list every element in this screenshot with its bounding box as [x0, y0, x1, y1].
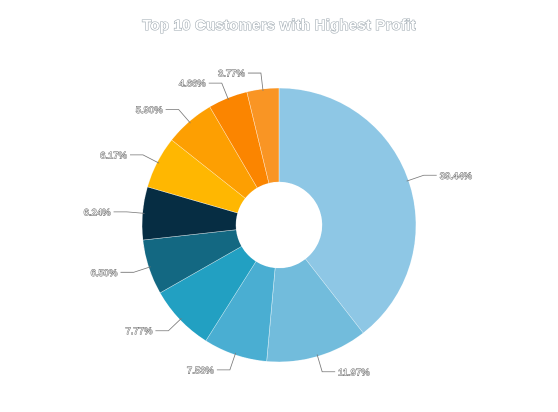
label-leader-line [155, 318, 182, 332]
pie-slice [278, 87, 417, 334]
data-label: 6.50% [91, 268, 118, 279]
pie-slice [266, 258, 364, 363]
label-leader-line [316, 354, 336, 373]
data-label: 7.53% [187, 365, 214, 376]
pie-slice [246, 87, 280, 184]
label-leader-line [247, 72, 264, 91]
label-leader-line [208, 82, 229, 100]
data-labels: 39.44% 11.97% 7.53% 7.77% 6.50% 6.24% 6.17% 5.9… [83, 68, 473, 379]
label-leader-line [120, 266, 151, 273]
data-label: 3.77% [218, 69, 245, 80]
data-label: 5.90% [136, 105, 163, 116]
data-label: 7.77% [125, 326, 152, 337]
label-leader-line [406, 174, 437, 182]
data-label: 6.24% [84, 207, 111, 218]
label-leader-line [216, 352, 237, 371]
chart-title: Top 10 Customers with Highest Profit [142, 17, 416, 34]
label-leader-line [113, 211, 145, 214]
data-label: 6.17% [100, 150, 127, 161]
data-label: 4.66% [179, 79, 206, 90]
label-leader-line [165, 109, 191, 124]
data-label: 39.44% [440, 171, 473, 182]
label-leader-line [130, 154, 160, 164]
data-label: 11.97% [338, 367, 370, 378]
slices [141, 87, 417, 363]
